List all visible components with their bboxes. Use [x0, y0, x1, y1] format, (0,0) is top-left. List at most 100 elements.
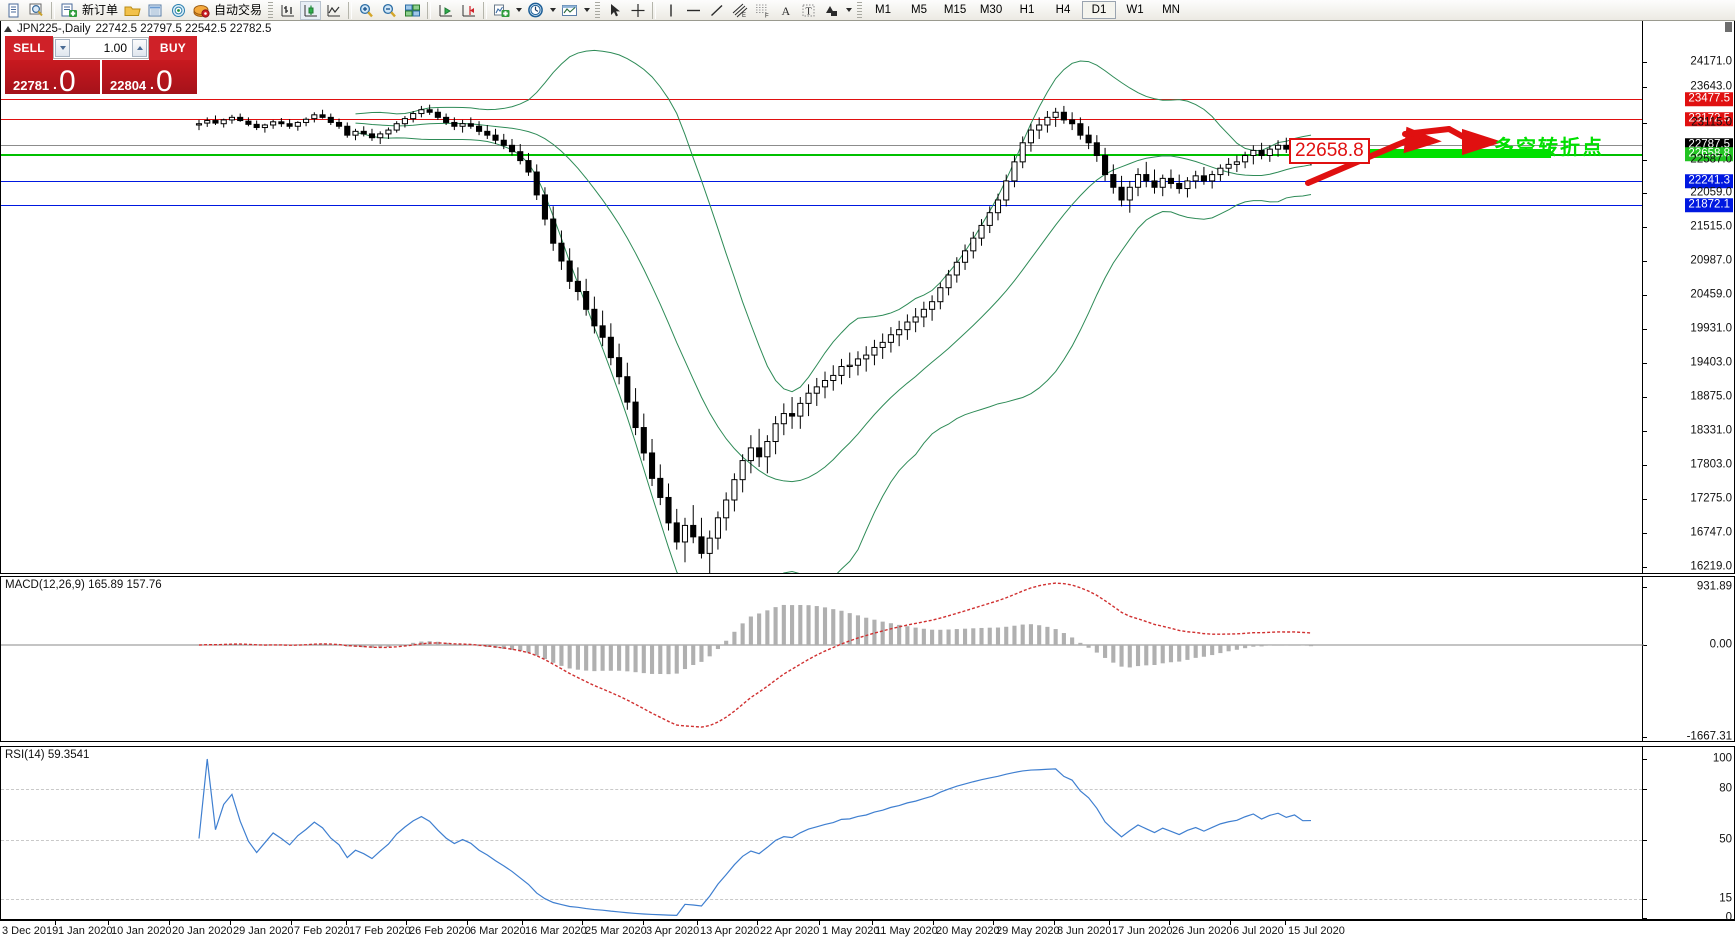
one-click-trading-panel[interactable]: SELL 1.00 BUY 22781 . 0 22804 . 0: [5, 36, 197, 94]
volume-increase-button[interactable]: [132, 39, 147, 57]
date-axis-label: 1 Jan 2020: [58, 925, 113, 937]
timeframe-m1[interactable]: M1: [875, 4, 892, 16]
date-axis-label: 26 Feb 2020: [409, 925, 471, 937]
annotation-price-box: 22658.8: [1289, 138, 1370, 164]
price-level-line[interactable]: [1, 99, 1644, 100]
date-axis-label: 29 Jan 2020: [233, 925, 294, 937]
price-level-line[interactable]: [1, 181, 1644, 182]
timeframe-w1[interactable]: W1: [1126, 4, 1144, 16]
period-clock-icon[interactable]: [525, 1, 546, 20]
date-axis-tick: [697, 921, 698, 925]
timeframe-m15[interactable]: M15: [943, 4, 967, 16]
date-axis-tick: [933, 921, 934, 925]
indicators-chevron-down-icon[interactable]: [513, 1, 524, 20]
new-order-label[interactable]: 新订单: [82, 2, 119, 17]
macd-axis-label: 931.89: [1696, 580, 1732, 593]
toolbar-grip[interactable]: [268, 2, 274, 18]
shift-end-icon[interactable]: [458, 1, 479, 20]
fibonacci-icon[interactable]: F: [752, 1, 773, 20]
svg-text:T: T: [806, 6, 812, 17]
ask-price-display[interactable]: 22804 . 0: [102, 60, 197, 94]
navigator-icon[interactable]: [168, 1, 189, 20]
price-chart-canvas: [195, 49, 1315, 573]
date-axis-label: 29 May 2020: [996, 925, 1060, 937]
timeframe-mn[interactable]: MN: [1162, 4, 1180, 16]
price-chart-pane[interactable]: 22658.8 多空转折点 24171.0 23643.0 23477.5 23172…: [0, 21, 1735, 606]
line-chart-icon[interactable]: [323, 1, 344, 20]
vertical-line-icon[interactable]: [660, 1, 681, 20]
toolbar-grip-3[interactable]: [857, 2, 863, 18]
auto-trading-icon[interactable]: [191, 1, 212, 20]
ask-price-main: 22804: [110, 78, 147, 93]
bid-price-display[interactable]: 22781 . 0: [5, 60, 100, 94]
axis-tick: [1643, 431, 1647, 432]
buy-button[interactable]: BUY: [149, 36, 197, 60]
price-axis-label: 21515.0: [1690, 220, 1732, 233]
volume-input[interactable]: 1.00: [103, 41, 127, 55]
shift-start-icon[interactable]: [435, 1, 456, 20]
volume-stepper[interactable]: 1.00: [53, 37, 149, 59]
shapes-icon[interactable]: [821, 1, 842, 20]
zoom-out-icon[interactable]: [379, 1, 400, 20]
period-chevron-down-icon[interactable]: [547, 1, 558, 20]
sell-button[interactable]: SELL: [5, 36, 53, 60]
axis-tick: [1643, 62, 1647, 63]
document-icon[interactable]: [3, 1, 24, 20]
price-axis-label: 17803.0: [1690, 458, 1732, 471]
macd-axis-label: -1667.31: [1686, 730, 1732, 743]
timeframe-h4[interactable]: H4: [1055, 4, 1071, 16]
shapes-chevron-down-icon[interactable]: [843, 1, 854, 20]
text-label-icon[interactable]: T: [798, 1, 819, 20]
timeframe-m30[interactable]: M30: [979, 4, 1003, 16]
price-axis-label: 23172.5: [1685, 112, 1733, 126]
toolbar-grip-2[interactable]: [595, 2, 601, 18]
indicators-icon[interactable]: [491, 1, 512, 20]
date-axis-tick: [230, 921, 231, 925]
candlestick-chart-icon[interactable]: [300, 0, 322, 20]
price-level-line[interactable]: [1, 205, 1644, 206]
chart-scroll-marker[interactable]: [1725, 22, 1732, 32]
zoom-in-icon[interactable]: [356, 1, 377, 20]
templates-chevron-down-icon[interactable]: [581, 1, 592, 20]
price-level-line[interactable]: [1, 119, 1644, 120]
timeframe-group: M1 M5 M15 M30 H1 H4 D1 W1 MN: [865, 1, 1189, 19]
zoom-region-icon[interactable]: [26, 1, 47, 20]
bid-price-fraction: 0: [59, 65, 76, 94]
cursor-icon[interactable]: [604, 1, 625, 20]
date-axis-tick: [169, 921, 170, 925]
auto-trading-label[interactable]: 自动交易: [214, 2, 263, 17]
bar-chart-icon[interactable]: [277, 1, 298, 20]
folder-icon[interactable]: [122, 1, 143, 20]
price-axis[interactable]: 24171.0 23643.0 23477.5 23172.5 23115.0 22787…: [1642, 21, 1734, 606]
trendline-icon[interactable]: [706, 1, 727, 20]
price-axis-label: 17275.0: [1690, 492, 1732, 505]
timeframe-h1[interactable]: H1: [1019, 4, 1035, 16]
axis-tick: [1643, 397, 1647, 398]
volume-decrease-button[interactable]: [55, 39, 70, 57]
rsi-pane[interactable]: RSI(14) 59.3541 100 80 50 15 0: [0, 746, 1735, 923]
horizontal-line-icon[interactable]: [683, 1, 704, 20]
price-axis-label: 23477.5: [1685, 92, 1733, 106]
date-axis-label: 3 Dec 2019: [2, 925, 59, 937]
timeframe-d1[interactable]: D1: [1082, 1, 1117, 19]
macd-pane[interactable]: MACD(12,26,9) 165.89 157.76 931.89 0.00 -1…: [0, 576, 1735, 742]
date-axis-label: 13 Apr 2020: [700, 925, 760, 937]
tile-windows-icon[interactable]: [402, 1, 423, 20]
equidistant-channel-icon[interactable]: E: [729, 1, 750, 20]
chart-expand-icon[interactable]: [4, 26, 12, 32]
data-window-icon[interactable]: [145, 1, 166, 20]
crosshair-icon[interactable]: [627, 1, 648, 20]
date-axis-tick: [993, 921, 994, 925]
rsi-canvas: [198, 758, 1312, 916]
main-toolbar: 新订单: [0, 0, 1735, 21]
new-order-icon[interactable]: [59, 1, 80, 20]
text-icon[interactable]: A: [775, 1, 796, 20]
templates-icon[interactable]: [559, 1, 580, 20]
date-axis-label: 20 Jan 2020: [172, 925, 233, 937]
price-axis-label: 23643.0: [1690, 80, 1732, 93]
axis-tick: [1643, 123, 1647, 124]
timeframe-m5[interactable]: M5: [911, 4, 928, 16]
price-level-line[interactable]: [1, 145, 1644, 146]
date-axis-label: 8 Jun 2020: [1057, 925, 1112, 937]
